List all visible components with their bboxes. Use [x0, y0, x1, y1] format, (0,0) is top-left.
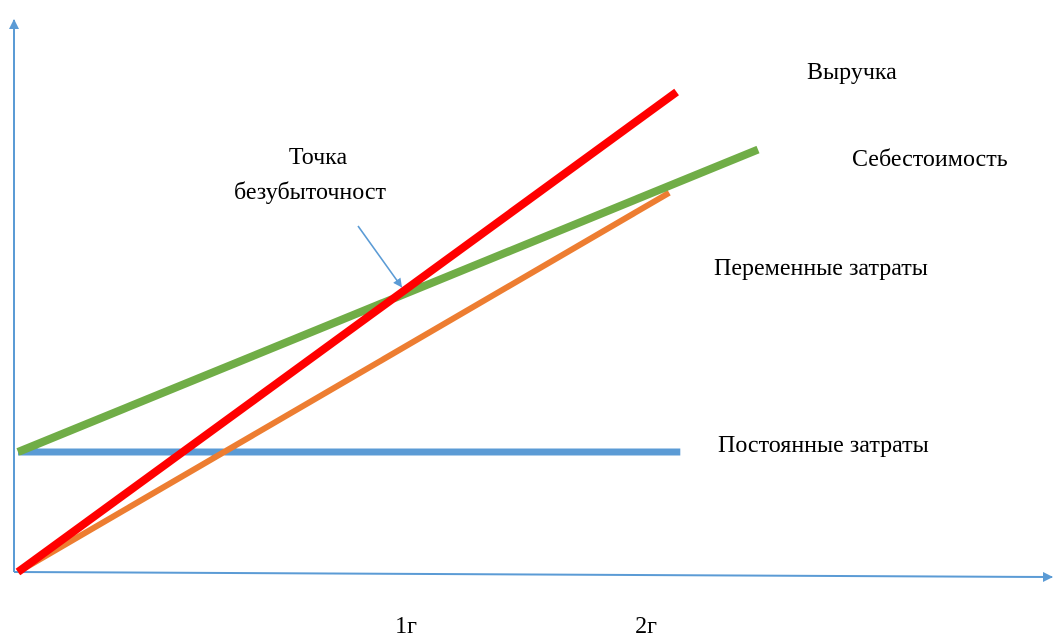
x-tick-label-2: 2г: [635, 613, 657, 637]
annotation-arrow: [357, 225, 403, 288]
series-label-variable-costs: Переменные затраты: [714, 255, 928, 281]
annotation-line-1: Точка: [289, 144, 348, 170]
series-label-fixed-costs: Постоянные затраты: [718, 432, 929, 458]
series-label-revenue: Выручка: [807, 59, 897, 85]
series-line-variable-costs: [16, 190, 671, 575]
x-tick-label-1: 1г: [395, 613, 417, 637]
series-label-cost: Себестоимость: [852, 146, 1008, 172]
series-layer: [15, 88, 760, 576]
x-axis: [13, 571, 1053, 582]
series-line-revenue: [15, 88, 679, 576]
annotation-line-2: безубыточност: [234, 179, 387, 205]
